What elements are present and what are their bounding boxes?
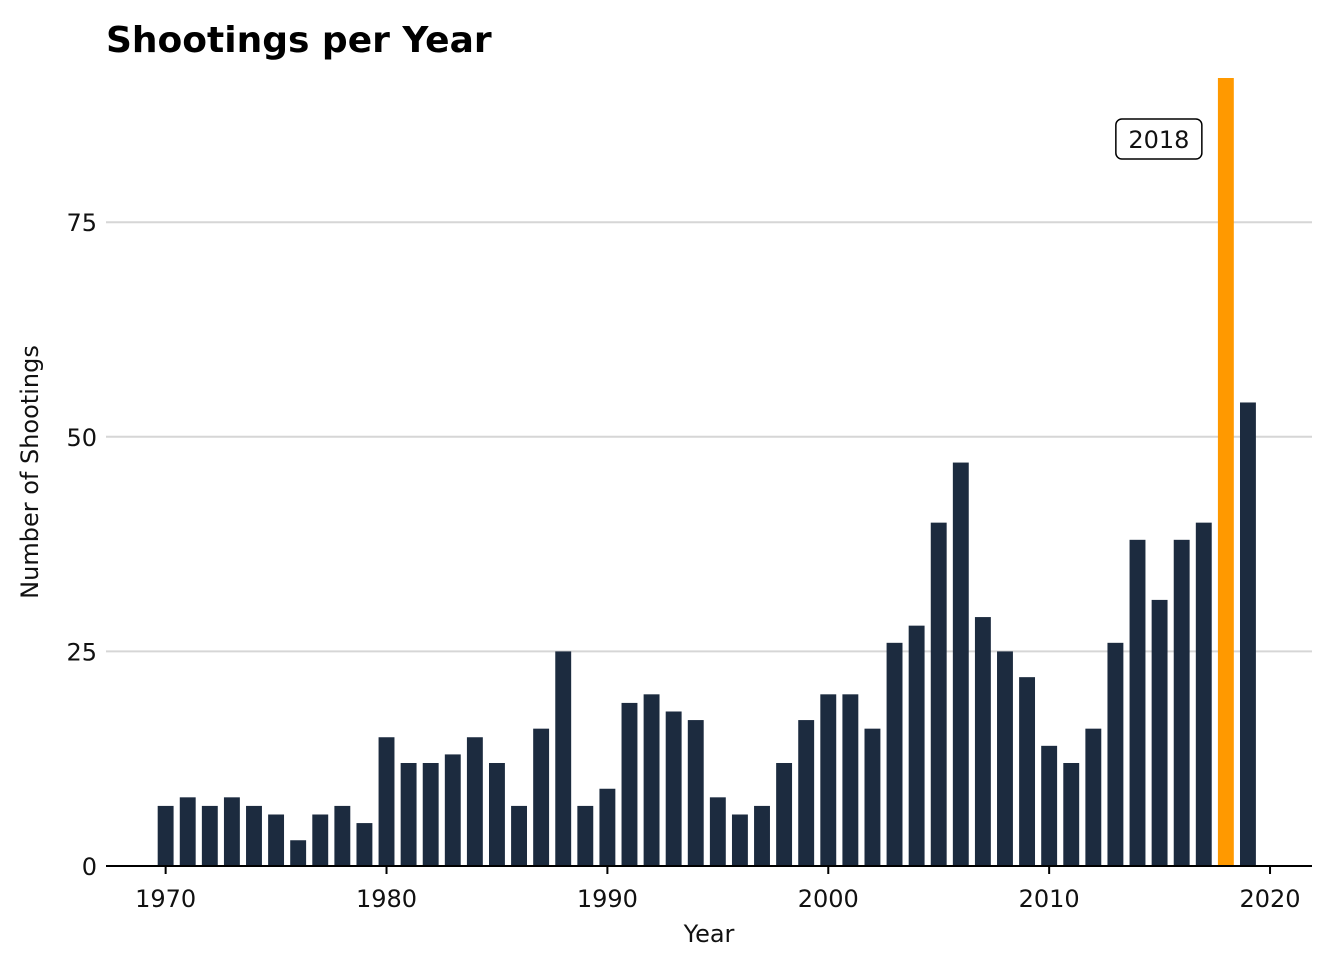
annotation-box [1115,118,1203,160]
bar-2010 [1041,745,1058,866]
bar-1971 [179,797,196,866]
x-tick-label-2000: 2000 [798,885,859,913]
x-tick-label-2020: 2020 [1239,885,1300,913]
bar-2000 [820,694,837,866]
bar-1973 [223,797,240,866]
bar-1990 [599,788,616,866]
bar-2004 [908,625,925,866]
bar-2002 [864,728,881,866]
bar-2001 [842,694,859,866]
bar-1996 [731,814,748,866]
y-ticks: 0 25 50 75 [66,209,97,881]
bar-1976 [290,840,307,866]
bar-2008 [997,651,1013,866]
x-tick-label-1990: 1990 [577,885,638,913]
bar-1998 [776,762,793,866]
bar-2012 [1085,728,1102,866]
bar-1970 [157,805,174,866]
bar-1977 [312,814,329,866]
bar-1989 [577,805,594,866]
annotation-label: 2018 [1128,126,1189,154]
bar-2013 [1107,642,1124,866]
bar-2016 [1173,539,1190,866]
x-axis-title: Year [683,920,735,948]
bar-1974 [246,805,262,866]
bar-1986 [511,805,527,866]
y-tick-label-25: 25 [66,638,97,666]
x-tick-label-1970: 1970 [135,885,196,913]
bar-1981 [400,762,417,866]
bar-1988 [555,651,572,866]
bar-1983 [444,754,461,866]
x-tick-label-2010: 2010 [1019,885,1080,913]
bar-2003 [886,642,903,866]
bar-1997 [754,805,770,866]
y-tick-label-50: 50 [66,424,97,452]
bar-1984 [466,737,483,866]
bar-1982 [422,762,439,866]
y-axis-title: Number of Shootings [16,345,44,599]
bar-1993 [665,711,682,866]
bar-1980 [378,737,395,866]
bar-1994 [687,720,704,866]
bar-1975 [268,814,285,866]
chart-title: Shootings per Year [106,20,492,61]
bar-1987 [533,728,550,866]
highlight-annotation: 2018 [1115,118,1203,160]
bar-1972 [201,805,218,866]
bar-2007 [974,617,991,866]
bar-2019 [1239,402,1256,866]
x-tick-label-1980: 1980 [356,885,417,913]
bar-1999 [798,720,815,866]
bar-1979 [356,823,373,866]
bar-1995 [709,797,726,866]
bar-2018 [1217,78,1234,866]
bar-2009 [1019,677,1036,866]
bar-2017 [1195,522,1212,866]
bar-2015 [1151,599,1168,866]
bar-1991 [621,702,638,866]
bar-2005 [930,522,947,866]
bar-2014 [1129,539,1146,866]
bar-2011 [1063,762,1080,866]
y-tick-label-75: 75 [66,209,97,237]
bar-1978 [334,805,351,866]
bar-1992 [643,694,660,866]
y-tick-label-0: 0 [82,853,97,881]
bars [157,78,1256,866]
bar-1985 [489,762,505,866]
bar-2006 [952,462,969,866]
x-ticks: 1970 1980 1990 2000 2010 2020 [135,866,1301,913]
